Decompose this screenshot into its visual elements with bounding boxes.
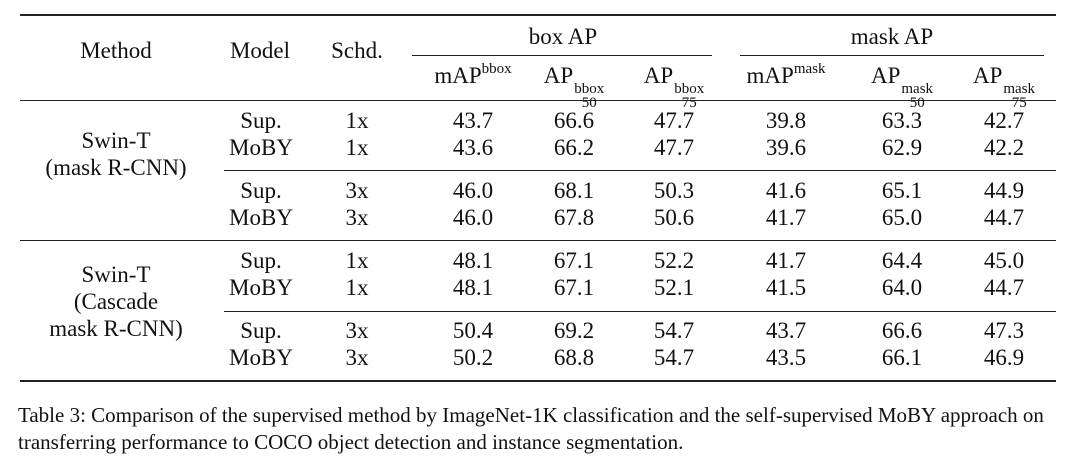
value-cell: 63.3 [881,108,923,133]
value-cell: 41.6 [765,178,807,203]
value-cell: 41.7 [765,205,807,230]
value-cell: 54.7 [653,318,695,343]
value-cell: 64.0 [881,275,923,300]
value-cell: 43.5 [765,345,807,370]
value-cell: 52.2 [653,248,695,273]
schd-cell: 3x [345,345,369,370]
metric-header-2: AP bbox 75 [643,63,705,111]
value-cell: 43.7 [765,318,807,343]
value-cell: 68.8 [553,345,595,370]
model-cell: Sup. [240,178,282,203]
value-cell: 50.2 [452,345,494,370]
value-cell: 45.0 [983,248,1025,273]
model-cell: MoBY [229,205,293,230]
metric-header-1: AP bbox 50 [543,63,605,111]
value-cell: 66.1 [881,345,923,370]
mask-ap-underline [740,55,1044,56]
value-cell: 67.1 [553,275,595,300]
value-cell: 62.9 [881,135,923,160]
model-cell: MoBY [229,275,293,300]
value-cell: 54.7 [653,345,695,370]
value-cell: 67.1 [553,248,595,273]
value-cell: 52.1 [653,275,695,300]
value-cell: 66.6 [881,318,923,343]
value-cell: 44.7 [983,205,1025,230]
group1-mid-rule [224,170,1056,171]
method-label: Swin-T [81,262,151,287]
header-mask-ap: mask AP [850,24,934,49]
metric-header-0: mAPbbox [434,61,512,89]
value-cell: 46.0 [452,205,494,230]
value-cell: 50.4 [452,318,494,343]
model-cell: MoBY [229,135,293,160]
metric-header-3: mAPmask [746,61,826,89]
value-cell: 66.6 [553,108,595,133]
metric-header-4: AP mask 50 [870,63,934,111]
top-rule [20,14,1056,16]
value-cell: 67.8 [553,205,595,230]
value-cell: 48.1 [452,248,494,273]
schd-cell: 1x [345,108,369,133]
value-cell: 50.6 [653,205,695,230]
value-cell: 65.0 [881,205,923,230]
value-cell: 43.6 [452,135,494,160]
value-cell: 47.3 [983,318,1025,343]
value-cell: 69.2 [553,318,595,343]
schd-cell: 3x [345,205,369,230]
group-separator-rule [20,240,1056,241]
value-cell: 47.7 [653,135,695,160]
value-cell: 41.5 [765,275,807,300]
value-cell: 50.3 [653,178,695,203]
value-cell: 46.9 [983,345,1025,370]
method-label: (Cascade [73,289,159,314]
method-label: Swin-T [81,128,151,153]
header-rule [20,100,1056,101]
model-cell: Sup. [240,248,282,273]
method-label: (mask R-CNN) [45,155,187,180]
value-cell: 47.7 [653,108,695,133]
header-method: Method [80,38,152,63]
model-cell: Sup. [240,318,282,343]
bottom-rule [20,380,1056,382]
value-cell: 39.8 [765,108,807,133]
table-caption: Table 3: Comparison of the supervised me… [18,403,1044,454]
schd-cell: 1x [345,275,369,300]
value-cell: 44.9 [983,178,1025,203]
value-cell: 43.7 [452,108,494,133]
value-cell: 66.2 [553,135,595,160]
group2-mid-rule [224,311,1056,312]
schd-cell: 1x [345,248,369,273]
value-cell: 46.0 [452,178,494,203]
value-cell: 42.7 [983,108,1025,133]
box-ap-underline [412,55,712,56]
header-box-ap: box AP [528,24,598,49]
value-cell: 64.4 [881,248,923,273]
value-cell: 68.1 [553,178,595,203]
value-cell: 65.1 [881,178,923,203]
value-cell: 48.1 [452,275,494,300]
schd-cell: 3x [345,318,369,343]
model-cell: Sup. [240,108,282,133]
schd-cell: 1x [345,135,369,160]
model-cell: MoBY [229,345,293,370]
schd-cell: 3x [345,178,369,203]
header-model: Model [229,38,291,63]
metric-header-5: AP mask 75 [972,63,1036,111]
method-label: mask R-CNN) [49,316,183,341]
value-cell: 44.7 [983,275,1025,300]
value-cell: 39.6 [765,135,807,160]
value-cell: 42.2 [983,135,1025,160]
value-cell: 41.7 [765,248,807,273]
header-schd: Schd. [331,38,383,63]
